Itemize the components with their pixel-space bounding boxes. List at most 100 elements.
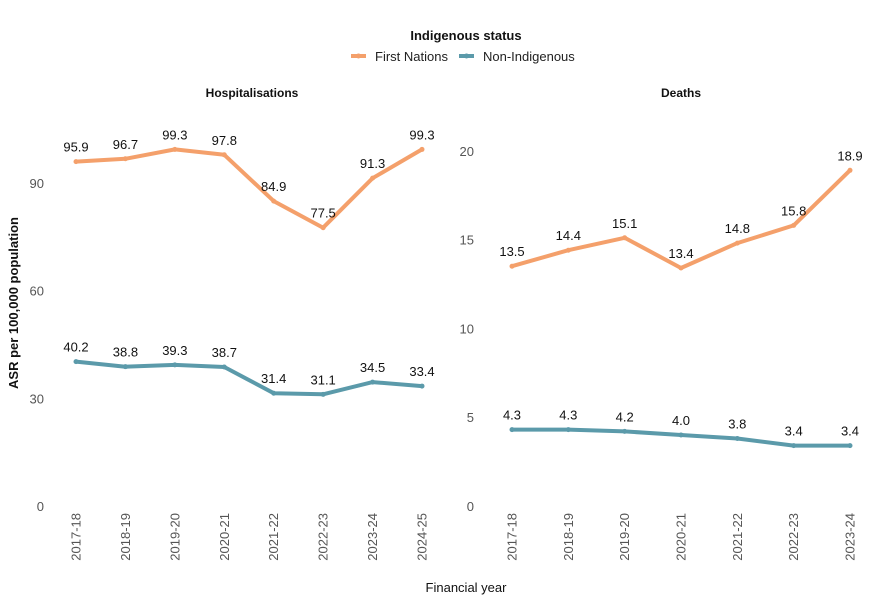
data-label: 33.4 xyxy=(409,364,434,379)
x-tick-label: 2021-22 xyxy=(266,513,281,561)
y-tick-label: 90 xyxy=(30,176,44,191)
data-point xyxy=(370,379,376,385)
data-point xyxy=(678,265,684,271)
facet-title: Deaths xyxy=(661,86,701,100)
series-non-indigenous: 4.3 4.3 4.2 4.0 3.8 3.4 3.4 xyxy=(503,408,859,449)
data-label: 39.3 xyxy=(162,343,187,358)
data-label: 3.8 xyxy=(728,417,746,432)
data-label: 13.5 xyxy=(499,244,524,259)
data-label: 14.4 xyxy=(556,228,581,243)
data-point xyxy=(847,167,853,173)
data-point xyxy=(509,263,515,269)
x-tick-label: 2022-23 xyxy=(316,513,331,561)
x-tick-label: 2022-23 xyxy=(786,513,801,561)
data-point xyxy=(271,198,277,204)
data-label: 91.3 xyxy=(360,156,385,171)
y-tick-label: 15 xyxy=(460,233,474,248)
x-tick-label: 2023-24 xyxy=(843,513,858,561)
series-line xyxy=(74,147,424,230)
y-tick-label: 30 xyxy=(30,391,44,406)
data-label: 95.9 xyxy=(63,140,88,155)
data-label: 18.9 xyxy=(837,148,862,163)
data-label: 38.7 xyxy=(212,345,237,360)
data-label: 84.9 xyxy=(261,179,286,194)
x-tick-label: 2017-18 xyxy=(69,513,84,561)
legend-swatch-point xyxy=(356,53,361,59)
y-tick-label: 20 xyxy=(460,144,474,159)
data-point xyxy=(73,159,79,165)
x-tick-label: 2020-21 xyxy=(217,513,232,561)
y-tick-label: 5 xyxy=(467,410,474,425)
data-point xyxy=(847,443,853,449)
data-point xyxy=(509,427,515,433)
data-label: 14.8 xyxy=(725,221,750,236)
data-label: 4.2 xyxy=(616,409,634,424)
legend-item-non-indigenous: Non-Indigenous xyxy=(459,49,575,64)
data-point xyxy=(221,364,227,370)
data-label: 4.3 xyxy=(503,408,521,423)
data-label: 34.5 xyxy=(360,360,385,375)
data-point xyxy=(122,156,128,162)
data-point xyxy=(271,390,277,396)
series-non-indigenous: 40.2 38.8 39.3 38.7 31.4 31.1 34.5 33.4 xyxy=(63,340,435,397)
x-tick-label: 2019-20 xyxy=(167,513,182,561)
data-point xyxy=(791,222,797,228)
data-label: 4.3 xyxy=(559,408,577,423)
data-point xyxy=(73,359,79,365)
data-point xyxy=(734,436,740,442)
legend-title: Indigenous status xyxy=(410,28,521,43)
y-tick-label: 0 xyxy=(467,499,474,514)
data-point xyxy=(221,152,227,158)
data-point xyxy=(122,364,128,370)
y-axis-title: ASR per 100,000 population xyxy=(6,217,21,389)
data-label: 97.8 xyxy=(212,133,237,148)
series-line xyxy=(74,359,424,397)
x-tick-label: 2018-19 xyxy=(118,513,133,561)
data-label: 3.4 xyxy=(841,424,859,439)
data-label: 96.7 xyxy=(113,137,138,152)
x-tick-label: 2021-22 xyxy=(730,513,745,561)
data-label: 40.2 xyxy=(63,340,88,355)
x-tick-label: 2017-18 xyxy=(505,513,520,561)
data-label: 4.0 xyxy=(672,413,690,428)
data-point xyxy=(791,443,797,449)
data-label: 31.1 xyxy=(310,372,335,387)
legend: Indigenous status First Nations Non-Indig… xyxy=(351,28,575,64)
data-point xyxy=(565,427,571,433)
data-label: 13.4 xyxy=(668,246,693,261)
x-tick-label: 2019-20 xyxy=(617,513,632,561)
data-label: 31.4 xyxy=(261,371,286,386)
data-label: 38.8 xyxy=(113,345,138,360)
data-point xyxy=(419,146,425,152)
x-tick-label: 2020-21 xyxy=(674,513,689,561)
data-label: 99.3 xyxy=(409,127,434,142)
data-point xyxy=(320,225,326,231)
y-tick-label: 10 xyxy=(460,321,474,336)
facet-title: Hospitalisations xyxy=(206,86,299,100)
y-tick-label: 0 xyxy=(37,499,44,514)
panel-deaths: Deaths 0 5 10 15 20 2017-18 2018-19 2019-20 2020-… xyxy=(460,86,863,561)
data-label: 15.1 xyxy=(612,216,637,231)
y-tick-label: 60 xyxy=(30,284,44,299)
x-tick-label: 2023-24 xyxy=(365,513,380,561)
x-tick-label: 2018-19 xyxy=(561,513,576,561)
x-tick-label: 2024-25 xyxy=(415,513,430,561)
legend-swatch-point xyxy=(464,53,469,59)
legend-label: Non-Indigenous xyxy=(483,49,575,64)
data-point xyxy=(565,247,571,253)
data-point xyxy=(622,235,628,241)
data-label: 3.4 xyxy=(785,424,803,439)
legend-label: First Nations xyxy=(375,49,448,64)
data-point xyxy=(172,362,178,368)
data-point xyxy=(172,146,178,152)
legend-item-first-nations: First Nations xyxy=(351,49,448,64)
data-point xyxy=(734,240,740,246)
x-axis-title: Financial year xyxy=(426,580,508,595)
panel-hospitalisations: Hospitalisations 0 30 60 90 2017-18 2018-19 201… xyxy=(30,86,435,561)
data-point xyxy=(678,432,684,438)
series-first-nations: 95.9 96.7 99.3 97.8 84.9 77.5 91.3 99.3 xyxy=(63,127,435,231)
data-point xyxy=(622,428,628,434)
series-first-nations: 13.5 14.4 15.1 13.4 14.8 15.8 18.9 xyxy=(499,148,863,271)
